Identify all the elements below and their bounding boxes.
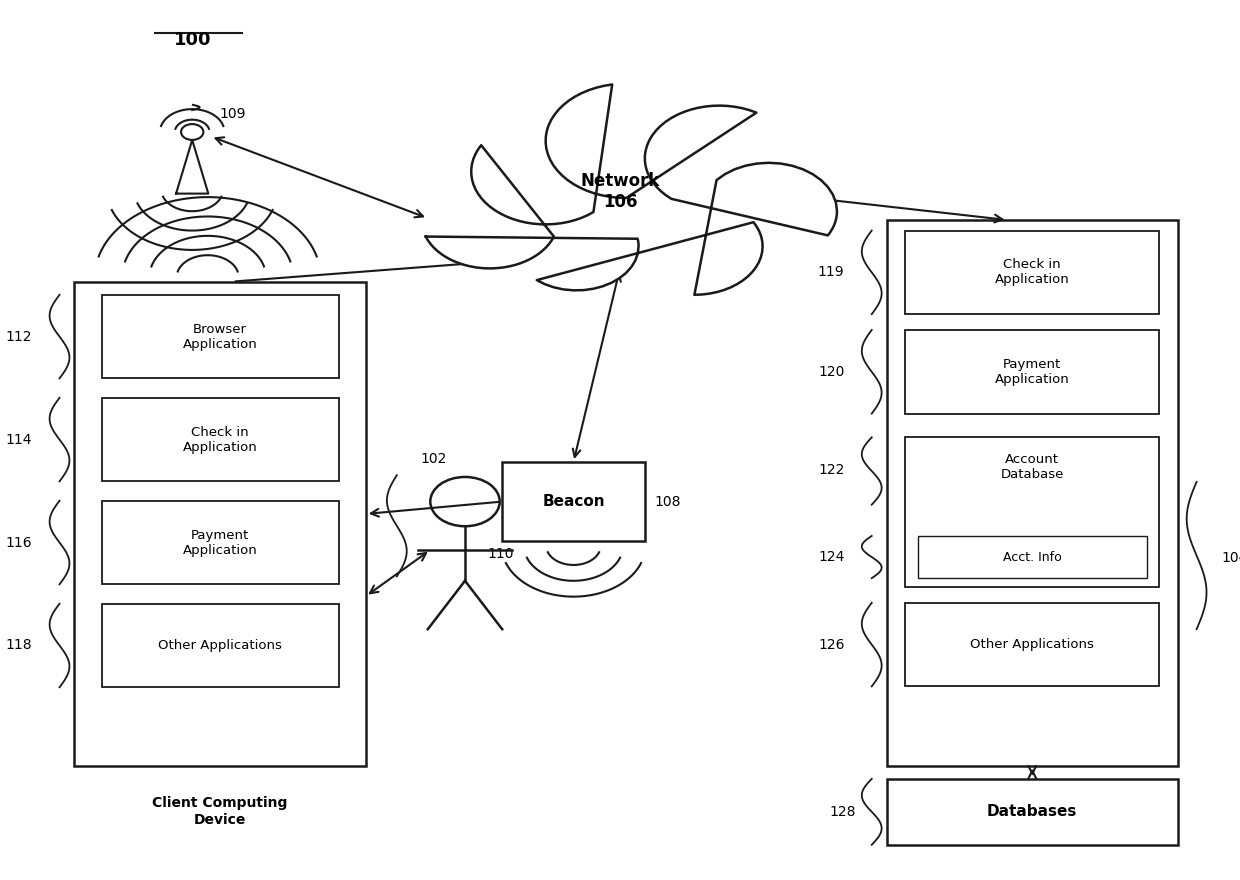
Bar: [74, 282, 366, 766]
Text: Beacon: Beacon: [542, 494, 605, 510]
Text: Network
106: Network 106: [580, 172, 660, 211]
Text: Payment
Application: Payment Application: [994, 358, 1070, 385]
Text: 120: 120: [818, 365, 844, 378]
Text: Browser
Application: Browser Application: [182, 323, 258, 350]
Bar: [102, 604, 339, 687]
Text: 114: 114: [6, 433, 32, 446]
Text: Acct. Info: Acct. Info: [1003, 551, 1061, 563]
Bar: [887, 779, 1178, 845]
Text: 118: 118: [6, 639, 32, 652]
Text: Other Applications: Other Applications: [971, 638, 1094, 651]
Text: Check in
Application: Check in Application: [994, 259, 1070, 286]
Text: Databases: Databases: [987, 804, 1078, 819]
Text: Other Applications: Other Applications: [159, 639, 281, 652]
Polygon shape: [425, 84, 837, 295]
Text: Check in
Application: Check in Application: [182, 426, 258, 453]
Text: 124: 124: [818, 550, 844, 564]
Text: 110: 110: [487, 547, 513, 561]
Bar: [502, 462, 645, 541]
Bar: [905, 603, 1159, 686]
Text: 119: 119: [818, 266, 844, 279]
Bar: [905, 231, 1159, 314]
Text: Remote Server: Remote Server: [973, 792, 1091, 806]
Text: 100: 100: [174, 31, 211, 48]
Polygon shape: [176, 140, 208, 194]
Bar: [905, 437, 1159, 587]
Text: 104: 104: [1221, 551, 1240, 565]
Text: Payment
Application: Payment Application: [182, 529, 258, 556]
Bar: [887, 220, 1178, 766]
Bar: [905, 330, 1159, 414]
Text: 109: 109: [219, 107, 246, 121]
Text: 112: 112: [6, 330, 32, 343]
Text: 108: 108: [655, 495, 681, 509]
Bar: [102, 501, 339, 584]
Text: Client Computing
Device: Client Computing Device: [153, 796, 288, 826]
Text: 116: 116: [6, 536, 32, 549]
Text: 128: 128: [830, 805, 856, 818]
Text: 102: 102: [420, 452, 448, 466]
Text: 122: 122: [818, 463, 844, 477]
Bar: [918, 536, 1147, 578]
Text: Account
Database: Account Database: [1001, 453, 1064, 481]
Bar: [102, 295, 339, 378]
Bar: [102, 398, 339, 481]
Text: 126: 126: [818, 638, 844, 651]
